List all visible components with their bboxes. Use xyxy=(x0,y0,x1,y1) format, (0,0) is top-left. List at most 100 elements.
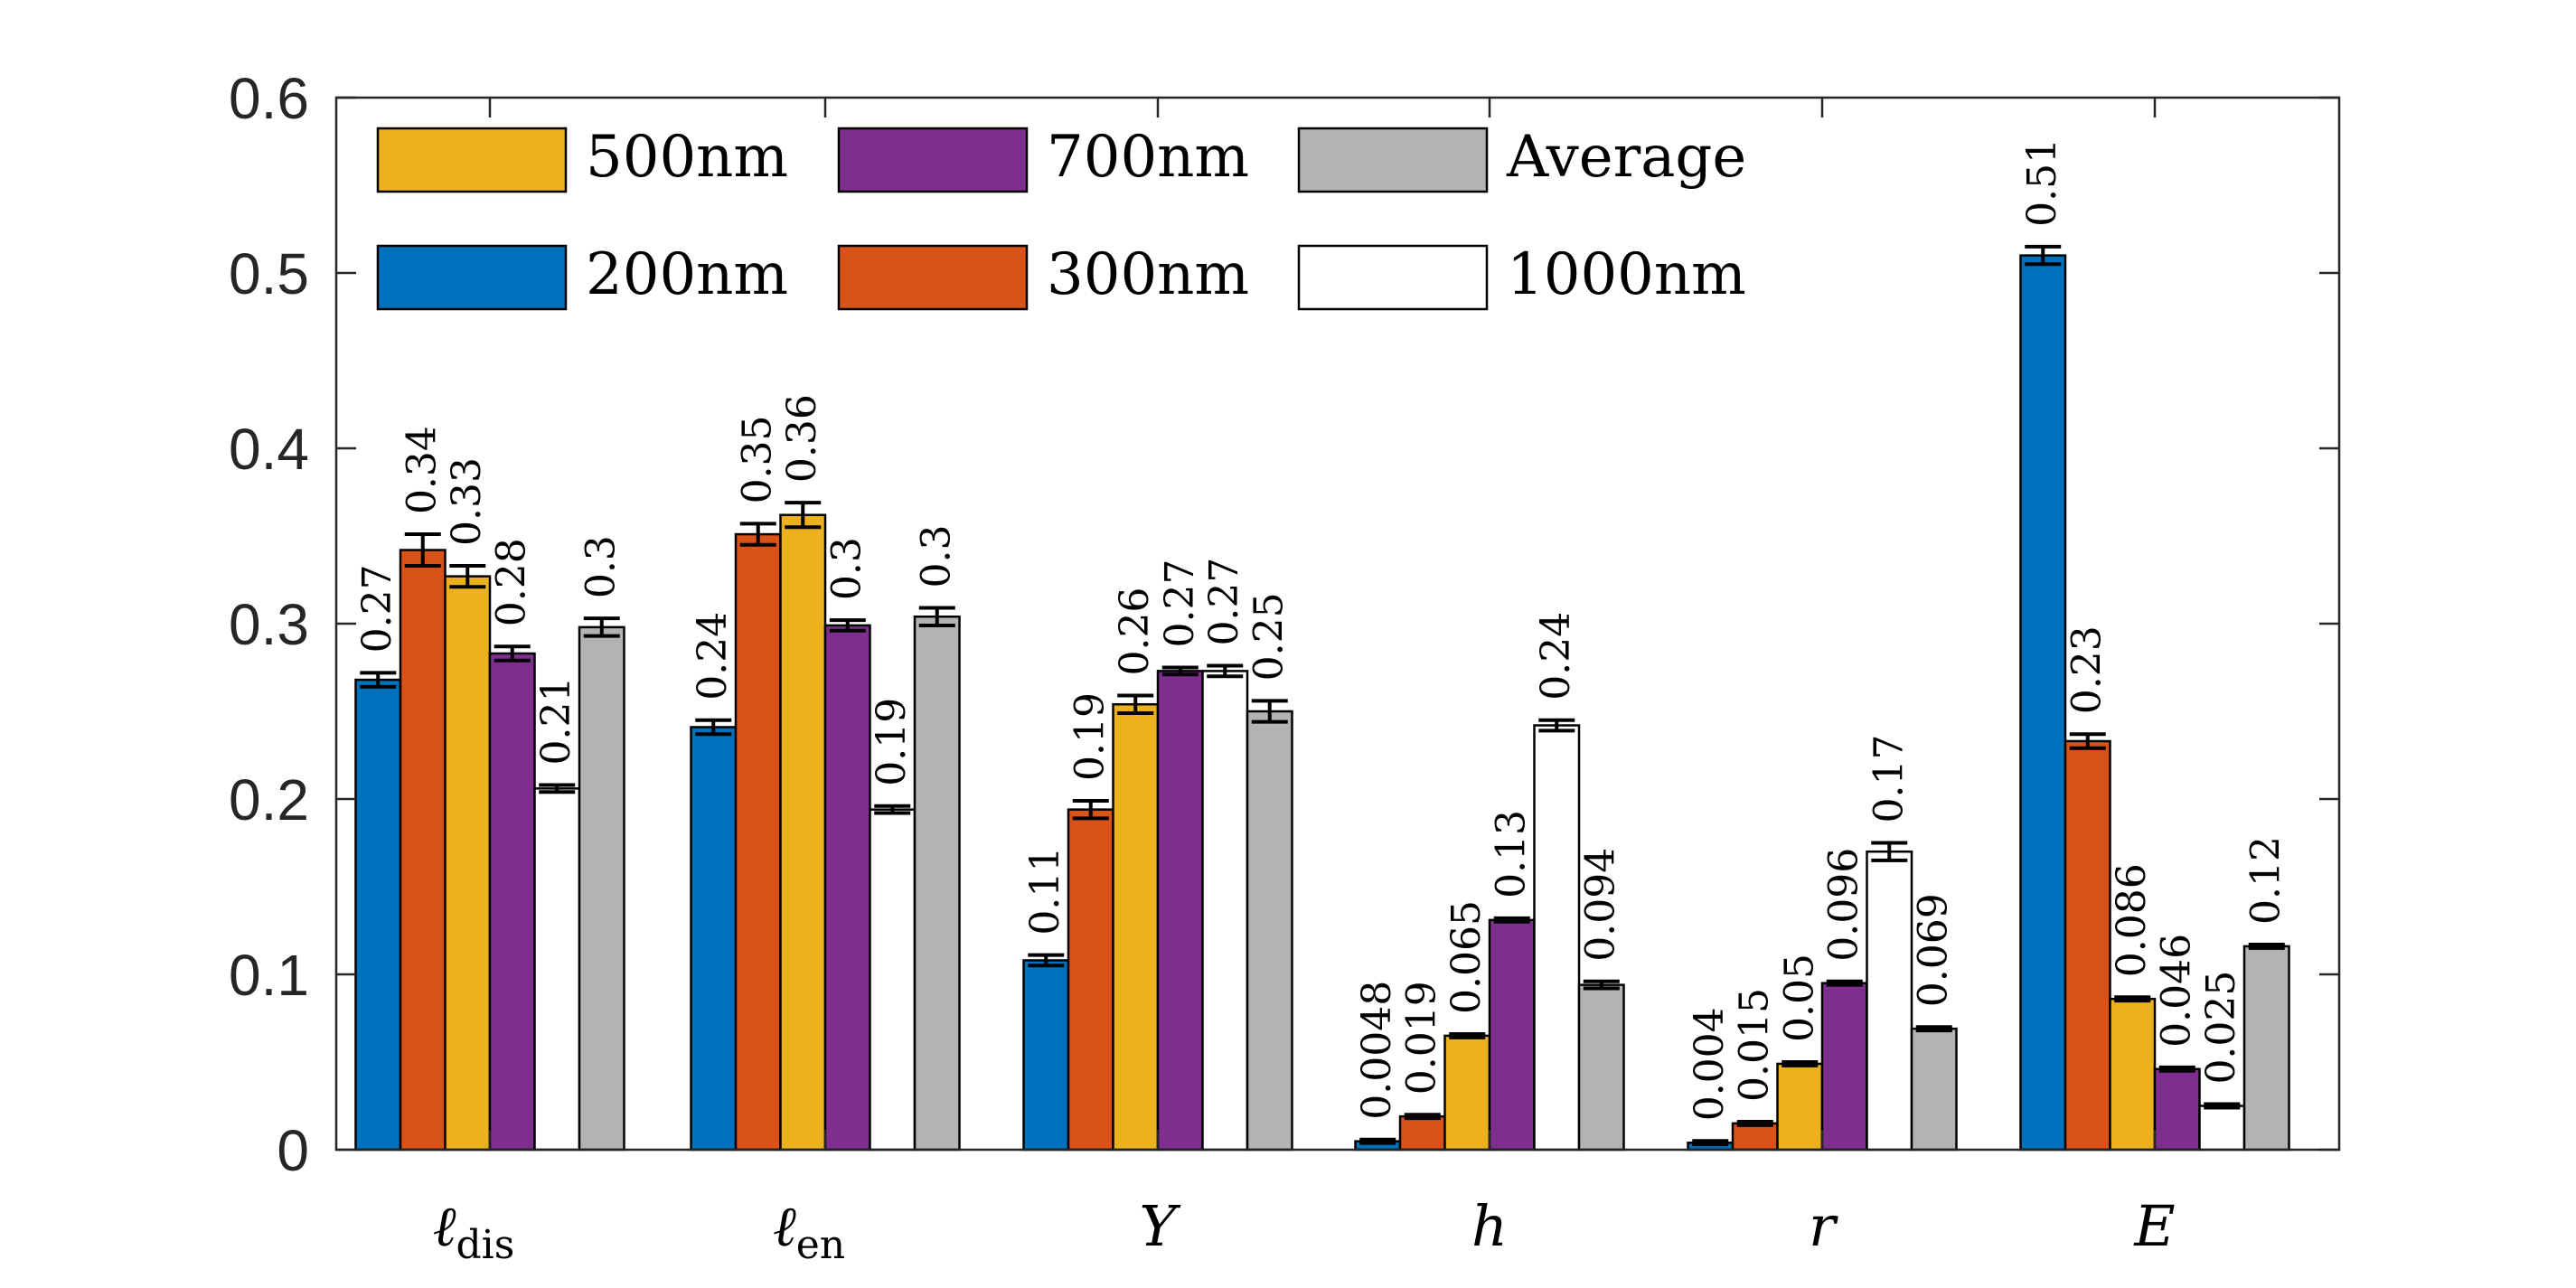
error-bar-700nm-0 xyxy=(494,644,531,663)
error-bar-500nm-3 xyxy=(1449,1031,1486,1039)
error-bar-300nm-0 xyxy=(404,532,441,568)
data-label-700nm-0: 0.28 xyxy=(489,538,535,626)
legend-item-500nm: 500nm xyxy=(376,124,788,193)
error-bar-200nm-0 xyxy=(360,671,397,689)
bar-700nm-2 xyxy=(1156,670,1204,1152)
data-label-average-4: 0.069 xyxy=(1911,893,1957,1007)
bar-average-1 xyxy=(913,615,961,1152)
data-label-1000nm-1: 0.19 xyxy=(869,698,915,786)
legend-swatch xyxy=(837,127,1029,193)
bar-200nm-2 xyxy=(1022,959,1070,1152)
bar-1000nm-0 xyxy=(533,787,581,1152)
data-label-700nm-3: 0.13 xyxy=(1489,810,1535,898)
data-label-300nm-0: 0.34 xyxy=(400,426,446,514)
data-label-700nm-2: 0.27 xyxy=(1157,559,1203,648)
legend-label: 500nm xyxy=(586,124,788,191)
error-bar-average-2 xyxy=(1251,699,1288,724)
error-bar-300nm-4 xyxy=(1736,1119,1773,1127)
bar-average-2 xyxy=(1246,710,1293,1152)
x-tick-label-main: ℓ xyxy=(433,1193,456,1259)
bar-average-5 xyxy=(2242,945,2290,1152)
legend-swatch xyxy=(1297,127,1489,193)
x-tick-label-main: r xyxy=(1809,1193,1838,1259)
data-label-300nm-3: 0.019 xyxy=(1399,981,1445,1095)
x-tick-label-main: E xyxy=(2133,1193,2175,1259)
x-tick-label: E xyxy=(2133,1193,2175,1259)
bar-700nm-5 xyxy=(2153,1067,2201,1152)
x-tick-label-main: Y xyxy=(1140,1193,1181,1259)
error-bar-1000nm-5 xyxy=(2204,1102,2241,1110)
bar-200nm-5 xyxy=(2019,254,2067,1152)
error-bar-average-5 xyxy=(2248,943,2285,950)
legend-item-700nm: 700nm xyxy=(837,124,1249,193)
legend-swatch xyxy=(376,127,568,193)
bar-200nm-1 xyxy=(690,726,738,1152)
error-bar-700nm-4 xyxy=(1826,979,1863,987)
error-bar-500nm-1 xyxy=(785,501,822,530)
error-bar-200nm-2 xyxy=(1028,953,1065,968)
data-label-1000nm-5: 0.025 xyxy=(2198,971,2244,1085)
y-tick-label: 0.1 xyxy=(229,943,309,1008)
bar-700nm-4 xyxy=(1820,982,1868,1152)
legend-item-average: Average xyxy=(1297,124,1746,193)
data-label-200nm-2: 0.11 xyxy=(1022,847,1068,935)
x-tick-label: r xyxy=(1809,1193,1838,1259)
bar-200nm-0 xyxy=(354,678,402,1152)
error-bar-1000nm-0 xyxy=(539,783,576,794)
error-bar-1000nm-4 xyxy=(1871,841,1908,862)
error-bar-1000nm-3 xyxy=(1538,718,1575,733)
error-bar-700nm-3 xyxy=(1493,916,1530,924)
data-label-1000nm-0: 0.21 xyxy=(533,677,579,766)
bar-average-4 xyxy=(1910,1027,1958,1152)
bar-500nm-5 xyxy=(2109,997,2157,1152)
legend-item-1000nm: 1000nm xyxy=(1297,241,1746,311)
legend-swatch xyxy=(837,244,1029,311)
bar-1000nm-2 xyxy=(1201,670,1249,1152)
bar-700nm-1 xyxy=(823,624,871,1152)
x-tick-label-main: h xyxy=(1471,1193,1508,1259)
legend-label: 300nm xyxy=(1047,241,1249,308)
data-label-average-3: 0.094 xyxy=(1578,848,1624,962)
error-bar-average-0 xyxy=(583,616,620,638)
data-label-700nm-1: 0.3 xyxy=(824,537,870,600)
error-bar-300nm-2 xyxy=(1072,798,1109,821)
bar-1000nm-4 xyxy=(1866,850,1913,1152)
y-tick-label: 0 xyxy=(277,1118,309,1183)
bar-300nm-0 xyxy=(399,549,447,1152)
bar-500nm-4 xyxy=(1776,1062,1824,1152)
data-label-200nm-0: 0.27 xyxy=(354,564,400,653)
data-label-average-0: 0.3 xyxy=(578,535,625,598)
bar-1000nm-5 xyxy=(2198,1105,2246,1152)
bar-average-0 xyxy=(578,625,625,1152)
bar-500nm-0 xyxy=(444,575,492,1152)
error-bar-1000nm-2 xyxy=(1207,663,1244,679)
bar-300nm-4 xyxy=(1731,1122,1779,1152)
legend-swatch xyxy=(1297,244,1489,311)
data-label-200nm-3: 0.0048 xyxy=(1354,981,1400,1120)
x-tick-label-sub: dis xyxy=(456,1222,515,1268)
data-label-200nm-4: 0.004 xyxy=(1687,1007,1733,1121)
bar-700nm-0 xyxy=(488,652,536,1152)
data-label-300nm-4: 0.015 xyxy=(1732,988,1778,1102)
legend-label: 700nm xyxy=(1047,124,1249,191)
data-label-average-5: 0.12 xyxy=(2243,836,2289,925)
error-bar-700nm-1 xyxy=(829,618,866,633)
error-bar-500nm-0 xyxy=(449,563,486,589)
error-bar-200nm-4 xyxy=(1692,1139,1729,1147)
data-label-200nm-1: 0.24 xyxy=(690,612,736,700)
data-label-500nm-2: 0.26 xyxy=(1112,588,1158,676)
bar-300nm-2 xyxy=(1067,808,1114,1152)
data-label-1000nm-2: 0.27 xyxy=(1201,558,1247,646)
data-label-700nm-5: 0.046 xyxy=(2154,934,2200,1048)
error-bar-200nm-3 xyxy=(1359,1137,1396,1145)
error-bar-300nm-5 xyxy=(2069,732,2106,750)
data-label-200nm-5: 0.51 xyxy=(2019,138,2065,227)
y-tick-label: 0.6 xyxy=(229,66,309,131)
legend-item-300nm: 300nm xyxy=(837,241,1249,311)
x-tick-label: h xyxy=(1471,1193,1508,1259)
data-label-300nm-2: 0.19 xyxy=(1067,692,1114,781)
bar-1000nm-1 xyxy=(869,808,917,1152)
data-label-300nm-5: 0.23 xyxy=(2064,625,2111,714)
legend-label: 200nm xyxy=(586,241,788,308)
data-label-500nm-1: 0.36 xyxy=(779,394,825,483)
